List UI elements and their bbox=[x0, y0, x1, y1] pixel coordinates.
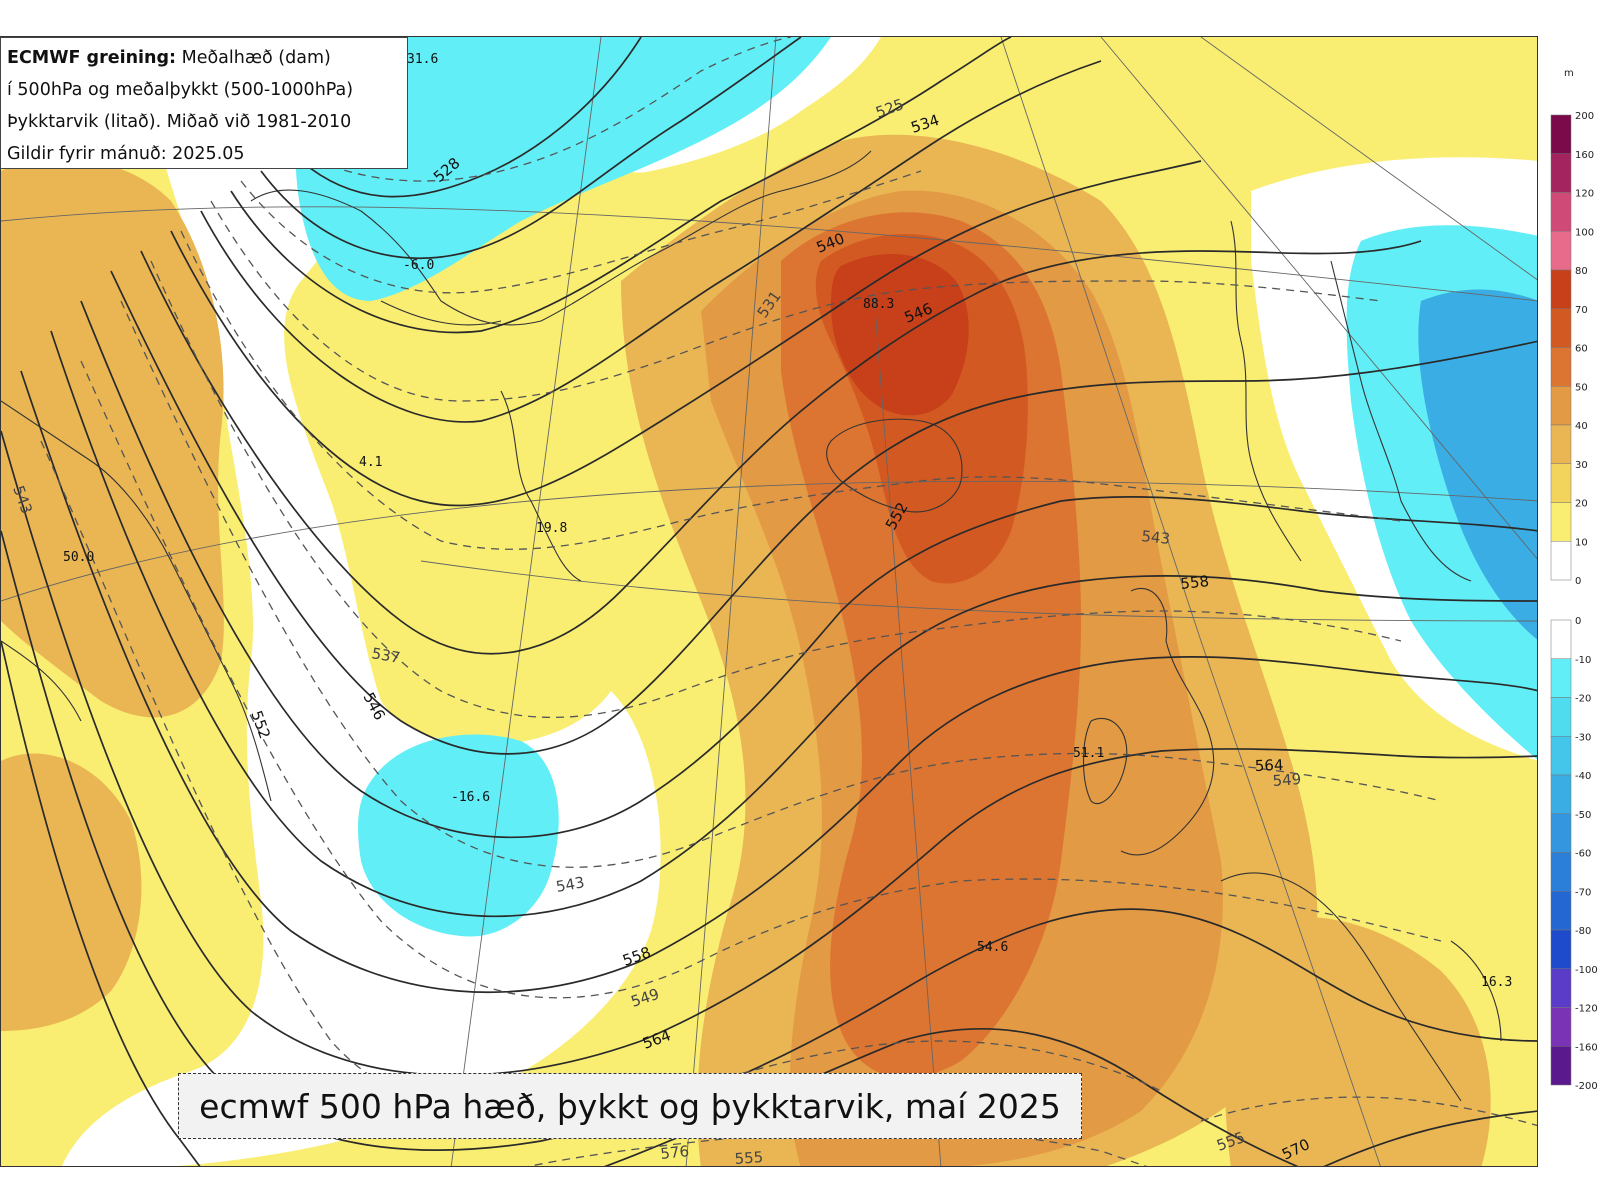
colorbar-tick-label: -80 bbox=[1575, 926, 1591, 937]
colorbar-tick-label: 40 bbox=[1575, 421, 1588, 432]
colorbar-tick-label: -50 bbox=[1575, 810, 1591, 821]
colorbar-tick-label: -160 bbox=[1575, 1042, 1598, 1053]
colorbar-svg: m 200160120100807060504030201000-10-20-3… bbox=[1550, 68, 1598, 1092]
colorbar-swatch bbox=[1550, 231, 1572, 271]
anomaly-zone-orange-west bbox=[1, 158, 224, 718]
colorbar-tick-label: -100 bbox=[1575, 965, 1598, 976]
colorbar-swatch bbox=[1550, 347, 1572, 387]
map-info-box: ECMWF greining: Meðalhæð (dam) í 500hPa … bbox=[0, 37, 408, 169]
colorbar-tick-label: 0 bbox=[1575, 576, 1581, 587]
coastline-iceland bbox=[826, 418, 963, 513]
map-panel: 31.6 -6.0 88.3 4.1 19.8 50.0 -16.6 51.1 … bbox=[0, 36, 1538, 1167]
info-line-2: í 500hPa og meðalþykkt (500-1000hPa) bbox=[7, 80, 354, 100]
anomaly-label: 31.6 bbox=[407, 52, 438, 67]
colorbar-tick-label: 20 bbox=[1575, 499, 1588, 510]
anomaly-label: 4.1 bbox=[359, 455, 382, 470]
info-line-3: Þykktarvik (litað). Miðað við 1981-2010 bbox=[7, 112, 352, 132]
colorbar-tick-label: 10 bbox=[1575, 537, 1588, 548]
colorbar-swatch bbox=[1550, 424, 1572, 464]
colorbar-swatch bbox=[1550, 192, 1572, 232]
colorbar-tick-label: -40 bbox=[1575, 771, 1591, 782]
coastline-greenland bbox=[250, 150, 872, 582]
colorbar-swatch bbox=[1550, 269, 1572, 309]
colorbar-tick-label: 30 bbox=[1575, 460, 1588, 471]
colorbar-swatch bbox=[1550, 1007, 1572, 1047]
info-line-4: Gildir fyrir mánuð: 2025.05 bbox=[7, 144, 245, 164]
colorbar-swatch bbox=[1550, 541, 1572, 581]
colorbar-tick-label: -120 bbox=[1575, 1004, 1598, 1015]
colorbar-swatch bbox=[1550, 968, 1572, 1008]
colorbar-swatch bbox=[1550, 658, 1572, 698]
colorbar-swatch bbox=[1550, 502, 1572, 542]
image-caption: ecmwf 500 hPa hæð, þykkt og þykktarvik, … bbox=[178, 1073, 1082, 1139]
colorbar-swatch bbox=[1550, 308, 1572, 348]
colorbar-tick-label: 80 bbox=[1575, 266, 1588, 277]
thickness-label: 555 bbox=[734, 1148, 764, 1167]
colorbar-tick-label: 200 bbox=[1575, 111, 1594, 122]
thickness-label: 537 bbox=[370, 644, 401, 667]
anomaly-label: 54.6 bbox=[977, 940, 1008, 955]
colorbar-tick-label: -60 bbox=[1575, 849, 1591, 860]
colorbar-swatch bbox=[1550, 929, 1572, 969]
colorbar-swatch bbox=[1550, 774, 1572, 814]
anomaly-label: -6.0 bbox=[403, 258, 434, 273]
colorbar-swatch bbox=[1550, 153, 1572, 193]
colorbar-tick-label: -200 bbox=[1575, 1081, 1598, 1092]
anomaly-label: 88.3 bbox=[863, 297, 894, 312]
anomaly-zone-blue-scandinavia bbox=[1418, 289, 1537, 640]
colorbar-swatch bbox=[1550, 697, 1572, 737]
colorbar-unit: m bbox=[1564, 68, 1574, 79]
anomaly-zone-orange-southeast bbox=[1224, 916, 1491, 1166]
thickness-label: 543 bbox=[555, 873, 586, 896]
info-source-label: ECMWF greining: bbox=[7, 48, 177, 68]
info-line-1: ECMWF greining: Meðalhæð (dam) bbox=[7, 42, 401, 74]
height-label: 558 bbox=[1180, 572, 1210, 593]
info-title-part: Meðalhæð (dam) bbox=[176, 48, 331, 68]
colorbar-legend: m 200 160 120 100 80 70 60 50 40 30 20 10 0 0 -10 -20 -3… bbox=[1540, 60, 1600, 1200]
colorbar-tick-label: 50 bbox=[1575, 382, 1588, 393]
meridian-lines bbox=[1, 37, 1537, 1166]
colorbar-tick-label: -20 bbox=[1575, 694, 1591, 705]
colorbar-swatch bbox=[1550, 1046, 1572, 1086]
anomaly-label: -16.6 bbox=[451, 790, 490, 805]
coastline-europe bbox=[1220, 872, 1502, 1102]
anomaly-label: 50.0 bbox=[63, 550, 94, 565]
thickness-label: 543 bbox=[1141, 527, 1171, 548]
colorbar-tick-label: 60 bbox=[1575, 344, 1588, 355]
anomaly-zone-cyan-atlantic bbox=[358, 734, 559, 937]
map-canvas: 31.6 -6.0 88.3 4.1 19.8 50.0 -16.6 51.1 … bbox=[1, 37, 1537, 1167]
anomaly-label: 51.1 bbox=[1073, 746, 1104, 761]
colorbar-tick-label: -70 bbox=[1575, 887, 1591, 898]
colorbar-tick-label: 120 bbox=[1575, 189, 1594, 200]
colorbar-tick-label: 100 bbox=[1575, 227, 1594, 238]
anomaly-zone-red-peak bbox=[831, 254, 969, 416]
colorbar-swatch bbox=[1550, 386, 1572, 426]
anomaly-zone-cyan-northwest bbox=[391, 37, 461, 75]
coastline-north-america bbox=[1, 400, 272, 802]
thickness-label: 549 bbox=[1272, 770, 1302, 790]
colorbar-swatch bbox=[1550, 114, 1572, 154]
colorbar-swatch bbox=[1550, 813, 1572, 853]
colorbar-tick-label: -10 bbox=[1575, 655, 1591, 666]
height-label: 564 bbox=[1255, 756, 1284, 775]
colorbar-swatch bbox=[1550, 852, 1572, 892]
colorbar-tick-label: -30 bbox=[1575, 732, 1591, 743]
thickness-label: 576 bbox=[660, 1142, 690, 1163]
colorbar-tick-label: 70 bbox=[1575, 305, 1588, 316]
colorbar-tick-label: 0 bbox=[1575, 616, 1581, 627]
anomaly-label: 19.8 bbox=[536, 521, 567, 536]
colorbar-swatch bbox=[1550, 736, 1572, 776]
coastline-british-isles bbox=[1082, 587, 1215, 856]
anomaly-zone-cyan-greenland bbox=[295, 37, 831, 301]
coastline-scandinavia bbox=[1230, 220, 1472, 582]
colorbar-swatch bbox=[1550, 891, 1572, 931]
height-contours bbox=[1, 37, 1537, 1166]
colorbar-swatch bbox=[1550, 463, 1572, 503]
colorbar-tick-label: 160 bbox=[1575, 150, 1594, 161]
anomaly-label: 16.3 bbox=[1481, 975, 1512, 990]
anomaly-zone-orange-southwest bbox=[1, 753, 142, 1031]
colorbar-swatch bbox=[1550, 619, 1572, 659]
